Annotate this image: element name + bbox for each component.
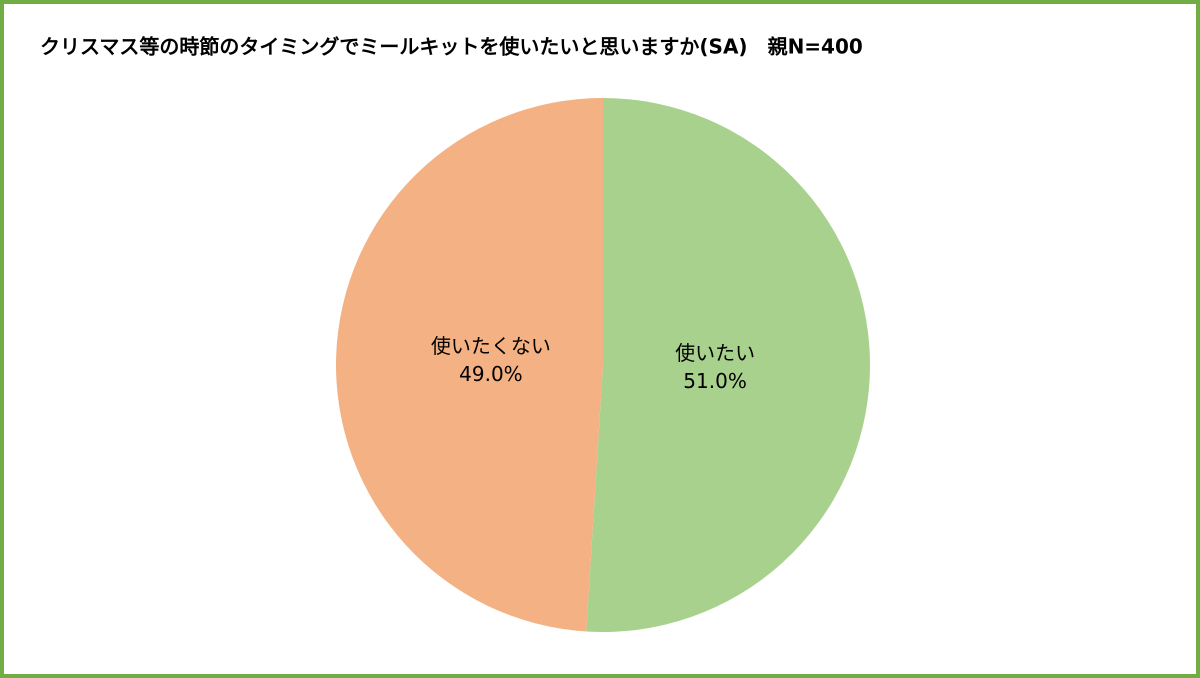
slice-value-label: 49.0% bbox=[459, 362, 523, 386]
pie-slice bbox=[586, 98, 871, 632]
pie-slice bbox=[336, 98, 603, 632]
slice-value-label: 51.0% bbox=[683, 369, 747, 393]
chart-title: クリスマス等の時節のタイミングでミールキットを使いたいと思いますか(SA) 親N… bbox=[40, 35, 863, 59]
slice-label: 使いたい bbox=[675, 341, 755, 365]
slice-label: 使いたくない bbox=[431, 334, 551, 358]
